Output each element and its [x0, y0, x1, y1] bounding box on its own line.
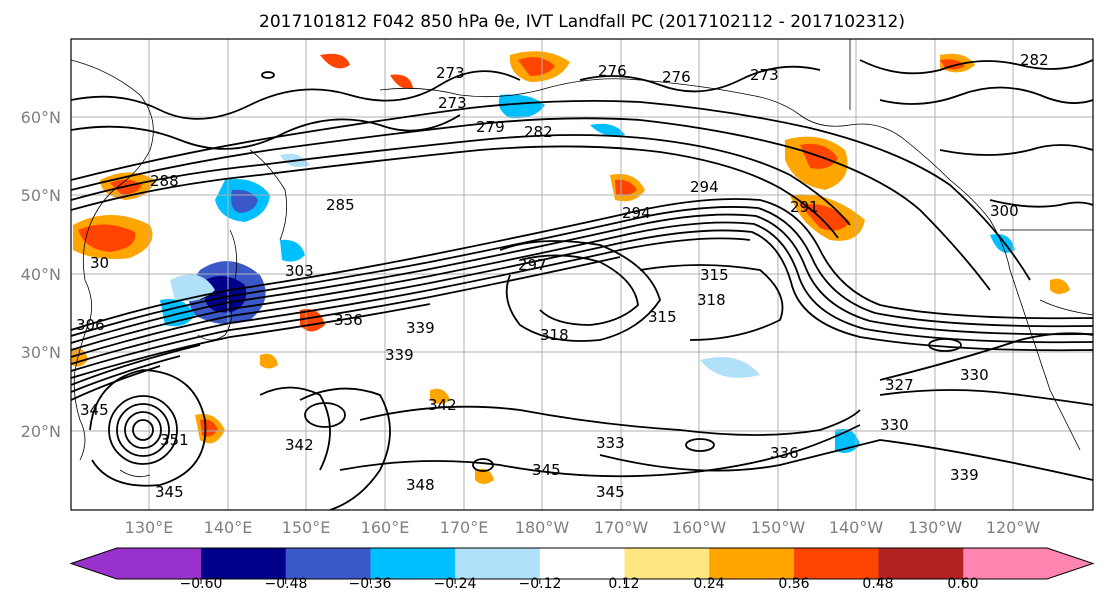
lat-label: 20°N [21, 422, 61, 441]
lon-label: 170°E [440, 518, 489, 537]
lon-label: 150°W [751, 518, 806, 537]
lat-label: 40°N [21, 265, 61, 284]
contour-label: 306 [76, 316, 105, 334]
figure-title: 2017101812 F042 850 hPa θe, IVT Landfall… [259, 12, 905, 32]
contour-label: 342 [428, 396, 457, 414]
colorbar-segment [455, 548, 541, 579]
colorbar-tick-label: −0.48 [265, 576, 308, 592]
contour-labels: 273 276 276 273 282 273 279 282 288 285 … [76, 51, 1049, 501]
contour-label: 345 [155, 483, 184, 501]
contour-label: 348 [406, 476, 435, 494]
lat-label: 50°N [21, 186, 61, 205]
lon-label: 170°W [594, 518, 649, 537]
contour-label: 285 [326, 196, 355, 214]
lon-label: 120°W [986, 518, 1041, 537]
contour-label: 294 [690, 178, 719, 196]
contour-label: 303 [285, 262, 314, 280]
contour-label: 345 [596, 483, 625, 501]
colorbar-tick-label: 0.12 [608, 576, 639, 592]
contour-label: 282 [524, 123, 553, 141]
contour-label: 333 [596, 434, 625, 452]
contour-label: 336 [334, 311, 363, 329]
lon-label: 160°W [672, 518, 727, 537]
contour-label: 273 [750, 66, 779, 84]
contour-label: 351 [160, 431, 189, 449]
colorbar-segment [370, 548, 456, 579]
contour-label: 315 [700, 266, 729, 284]
contour-label: 273 [438, 94, 467, 112]
colorbar-segments [69, 547, 1095, 584]
colorbar-tick-label: 0.24 [693, 576, 724, 592]
lon-label: 160°E [361, 518, 410, 537]
contour-label: 273 [436, 64, 465, 82]
contour-label: 315 [648, 308, 677, 326]
lat-label: 30°N [21, 343, 61, 362]
contour-label: 339 [950, 466, 979, 484]
contour-label: 327 [885, 376, 914, 394]
colorbar-segment [201, 548, 287, 579]
contour-label: 339 [406, 319, 435, 337]
theta-e-contours [71, 59, 1093, 510]
colorbar-segment [793, 548, 880, 579]
colorbar-tick-label: 0.48 [862, 576, 893, 592]
contour-label: 297 [518, 256, 547, 274]
contour-label: 294 [622, 204, 651, 222]
contour-label: 318 [540, 326, 569, 344]
contour-label: 279 [476, 118, 505, 136]
colorbar: −0.60 −0.48 −0.36 −0.24 −0.12 0.12 0.24 … [69, 547, 1095, 592]
colorbar-segment [539, 548, 625, 579]
contour-label: 330 [960, 366, 989, 384]
contour-label: 318 [697, 291, 726, 309]
lon-label: 180°W [515, 518, 570, 537]
contour-label: 342 [285, 436, 314, 454]
coastlines [71, 39, 1093, 478]
colorbar-outline [69, 547, 1095, 580]
contour-label: 345 [532, 461, 561, 479]
gridlines [71, 39, 1093, 510]
colorbar-segment [709, 548, 795, 579]
contour-label: 336 [770, 444, 799, 462]
contour-label: 276 [598, 62, 627, 80]
contour-label: 330 [880, 416, 909, 434]
contour-label: 30 [90, 254, 109, 272]
contour-label: 339 [385, 346, 414, 364]
colorbar-tick-label: −0.36 [349, 576, 392, 592]
map-panel: 273 276 276 273 282 273 279 282 288 285 … [70, 38, 1094, 511]
lon-label: 130°E [125, 518, 174, 537]
lon-label: 150°E [282, 518, 331, 537]
colorbar-tick-label: −0.12 [519, 576, 562, 592]
colorbar-extend-high [963, 548, 1093, 579]
lon-label: 140°E [204, 518, 253, 537]
contour-label: 282 [1020, 51, 1049, 69]
colorbar-tick-label: 0.60 [947, 576, 978, 592]
lat-label: 60°N [21, 108, 61, 127]
colorbar-segment [624, 548, 710, 579]
contour-label: 288 [150, 172, 179, 190]
map-border [70, 38, 1094, 511]
colorbar-tick-labels: −0.60 −0.48 −0.36 −0.24 −0.12 0.12 0.24 … [180, 576, 979, 592]
contour-label: 291 [790, 198, 819, 216]
lon-label: 140°W [829, 518, 884, 537]
contour-label: 300 [990, 202, 1019, 220]
longitude-labels: 130°E 140°E 150°E 160°E 170°E 180°W 170°… [125, 518, 1041, 537]
contour-label: 276 [662, 68, 691, 86]
colorbar-tick-label: −0.60 [180, 576, 223, 592]
colorbar-tick-label: 0.36 [778, 576, 809, 592]
colorbar-extend-low [71, 548, 201, 579]
latitude-labels: 60°N 50°N 40°N 30°N 20°N [21, 108, 61, 441]
lon-label: 130°W [908, 518, 963, 537]
colorbar-segment [878, 548, 964, 579]
contour-label: 345 [80, 401, 109, 419]
colorbar-segment [285, 548, 371, 579]
colorbar-tick-label: −0.24 [434, 576, 477, 592]
